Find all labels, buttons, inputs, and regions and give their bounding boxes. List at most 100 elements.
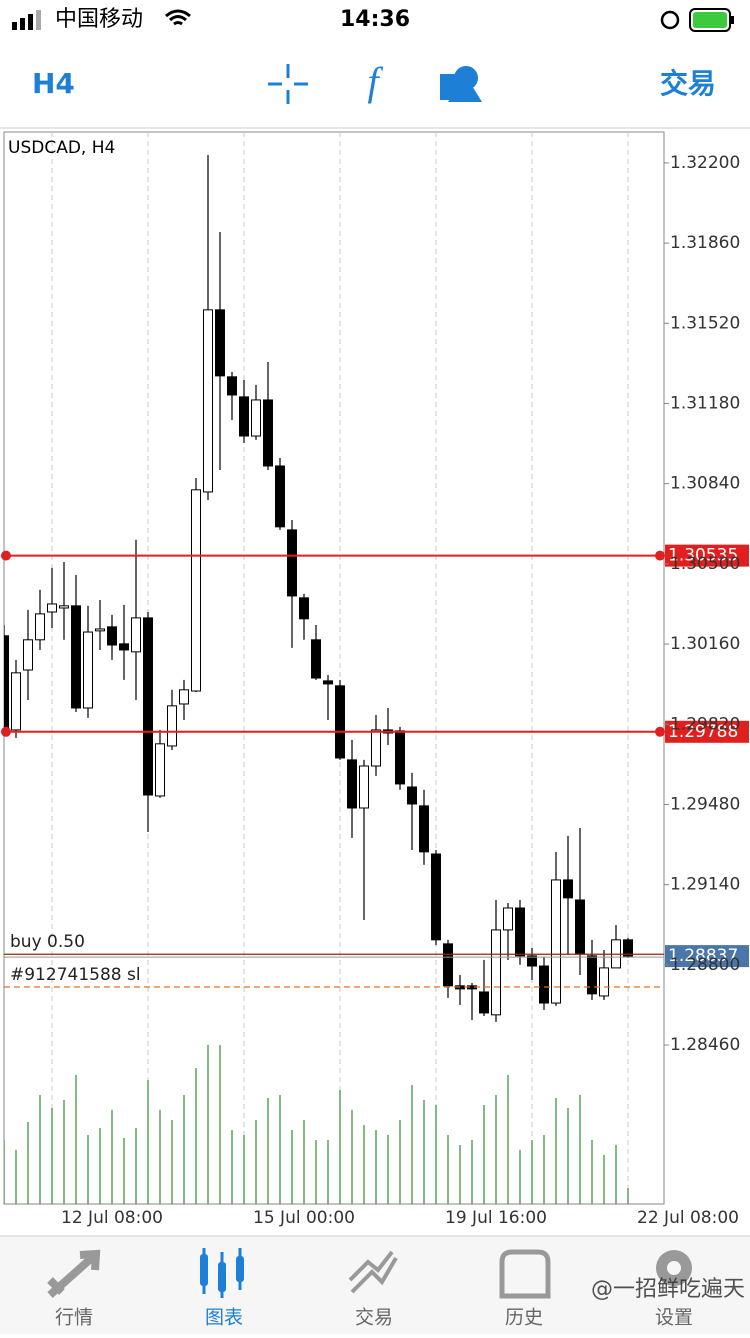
chart: buy 0.50 #912741588 sl 1.28837 1.30535 1.297…	[1, 131, 749, 1228]
y-tick-label: 1.31860	[670, 233, 740, 253]
candle-body	[347, 759, 357, 809]
bid-tag	[665, 945, 749, 968]
candle-body	[491, 929, 501, 1016]
objects-button[interactable]	[440, 66, 482, 102]
candle-body	[563, 879, 573, 899]
order-label: #912741588 sl	[10, 965, 141, 985]
price-lines: buy 0.50 #912741588 sl 1.28837 1.30535 1.297…	[1, 544, 749, 988]
candles	[4, 154, 633, 1022]
y-tick-label: 1.32200	[670, 153, 740, 173]
status-bar: 中国移动 14:36	[12, 7, 734, 32]
timeframe-button[interactable]: H4	[32, 67, 75, 100]
candle-body	[143, 617, 153, 796]
y-tick-label: 1.31520	[670, 313, 740, 333]
candle-body	[131, 617, 141, 653]
candle-body	[203, 309, 213, 493]
candle-body	[587, 955, 597, 995]
candle-body	[71, 605, 81, 709]
candle-body	[371, 729, 381, 767]
candle-body	[599, 967, 609, 997]
candle-body	[35, 613, 45, 641]
candle-body	[95, 628, 105, 632]
trade-icon	[348, 1250, 398, 1294]
level-handle	[655, 726, 665, 737]
y-tick-label: 1.30840	[670, 474, 740, 494]
candle-body	[407, 786, 417, 805]
candle-body	[239, 396, 249, 437]
candle-body	[107, 626, 117, 646]
y-tick-label: 1.29140	[670, 875, 740, 895]
candle-body	[623, 939, 633, 957]
trade-button[interactable]: 交易	[660, 67, 716, 100]
x-tick-label: 12 Jul 08:00	[61, 1208, 163, 1228]
candle-body	[215, 309, 225, 377]
candle-body	[59, 605, 69, 609]
watermark: @一招鲜吃遍天	[591, 1277, 745, 1302]
chart-title: USDCAD, H4	[8, 138, 115, 158]
toolbar: H4 f 交易	[0, 59, 750, 129]
tab-label[interactable]: 行情	[55, 1307, 93, 1329]
indicator-button[interactable]: f	[367, 59, 383, 104]
order-label: buy 0.50	[10, 932, 85, 952]
candle-body	[251, 399, 261, 437]
x-tick-label: 15 Jul 00:00	[253, 1208, 355, 1228]
candle-body	[323, 680, 333, 685]
level-handle	[1, 726, 11, 737]
candle-body	[191, 489, 201, 692]
axes: 1.32200 1.31860 1.31520 1.31180 1.30840 1.305…	[61, 153, 740, 1228]
tab-label[interactable]: 历史	[505, 1307, 543, 1329]
level-handle	[655, 550, 665, 561]
level-label: 1.29788	[668, 722, 738, 742]
candle-body	[395, 730, 405, 785]
candle-body	[23, 639, 33, 671]
crosshair-button[interactable]	[268, 64, 308, 104]
candle-body	[335, 685, 345, 759]
candle-body	[287, 529, 297, 597]
bid-label: 1.28837	[668, 946, 738, 966]
level-tag	[665, 544, 749, 567]
volume	[4, 1045, 629, 1204]
candle-body	[503, 907, 513, 931]
candle-body	[83, 631, 93, 709]
candle-body	[263, 399, 273, 467]
candle-body	[359, 765, 369, 809]
history-icon	[499, 1249, 551, 1299]
candle-body	[47, 603, 57, 613]
candle-body	[551, 879, 561, 1004]
quotes-icon	[47, 1249, 101, 1298]
candle-body	[4, 635, 9, 729]
tab-bar: @一招鲜吃遍天 行情 图表 交易 历史 设置	[0, 1235, 750, 1334]
y-tick-label: 1.28800	[670, 955, 740, 975]
candle-body	[11, 672, 21, 731]
carrier: 中国移动	[55, 7, 143, 32]
tab-label[interactable]: 交易	[355, 1307, 393, 1329]
x-tick-label: 22 Jul 08:00	[637, 1208, 739, 1228]
candle-body	[275, 465, 285, 528]
y-tick-label: 1.28460	[670, 1035, 740, 1055]
clock: 14:36	[340, 7, 410, 32]
candle-body	[299, 597, 309, 620]
level-handle	[1, 550, 11, 561]
candle-body	[227, 376, 237, 396]
candle-body	[443, 943, 453, 987]
chart-icon	[200, 1248, 244, 1298]
tab-label[interactable]: 设置	[655, 1307, 693, 1329]
y-tick-label: 1.30500	[670, 554, 740, 574]
candle-body	[179, 689, 189, 705]
y-tick-label: 1.31180	[670, 393, 740, 413]
candle-body	[539, 965, 549, 1004]
level-label: 1.30535	[668, 546, 738, 566]
tab-label[interactable]: 图表	[205, 1307, 243, 1329]
y-tick-label: 1.29480	[670, 794, 740, 814]
candle-body	[515, 907, 525, 957]
candle-body	[119, 643, 129, 651]
level-tag	[665, 720, 749, 743]
candle-body	[419, 805, 429, 853]
candle-body	[479, 991, 489, 1014]
y-tick-label: 1.30160	[670, 634, 740, 654]
plot-frame	[3, 131, 665, 1205]
x-tick-label: 19 Jul 16:00	[445, 1208, 547, 1228]
candle-body	[431, 853, 441, 941]
candle-body	[311, 639, 321, 679]
